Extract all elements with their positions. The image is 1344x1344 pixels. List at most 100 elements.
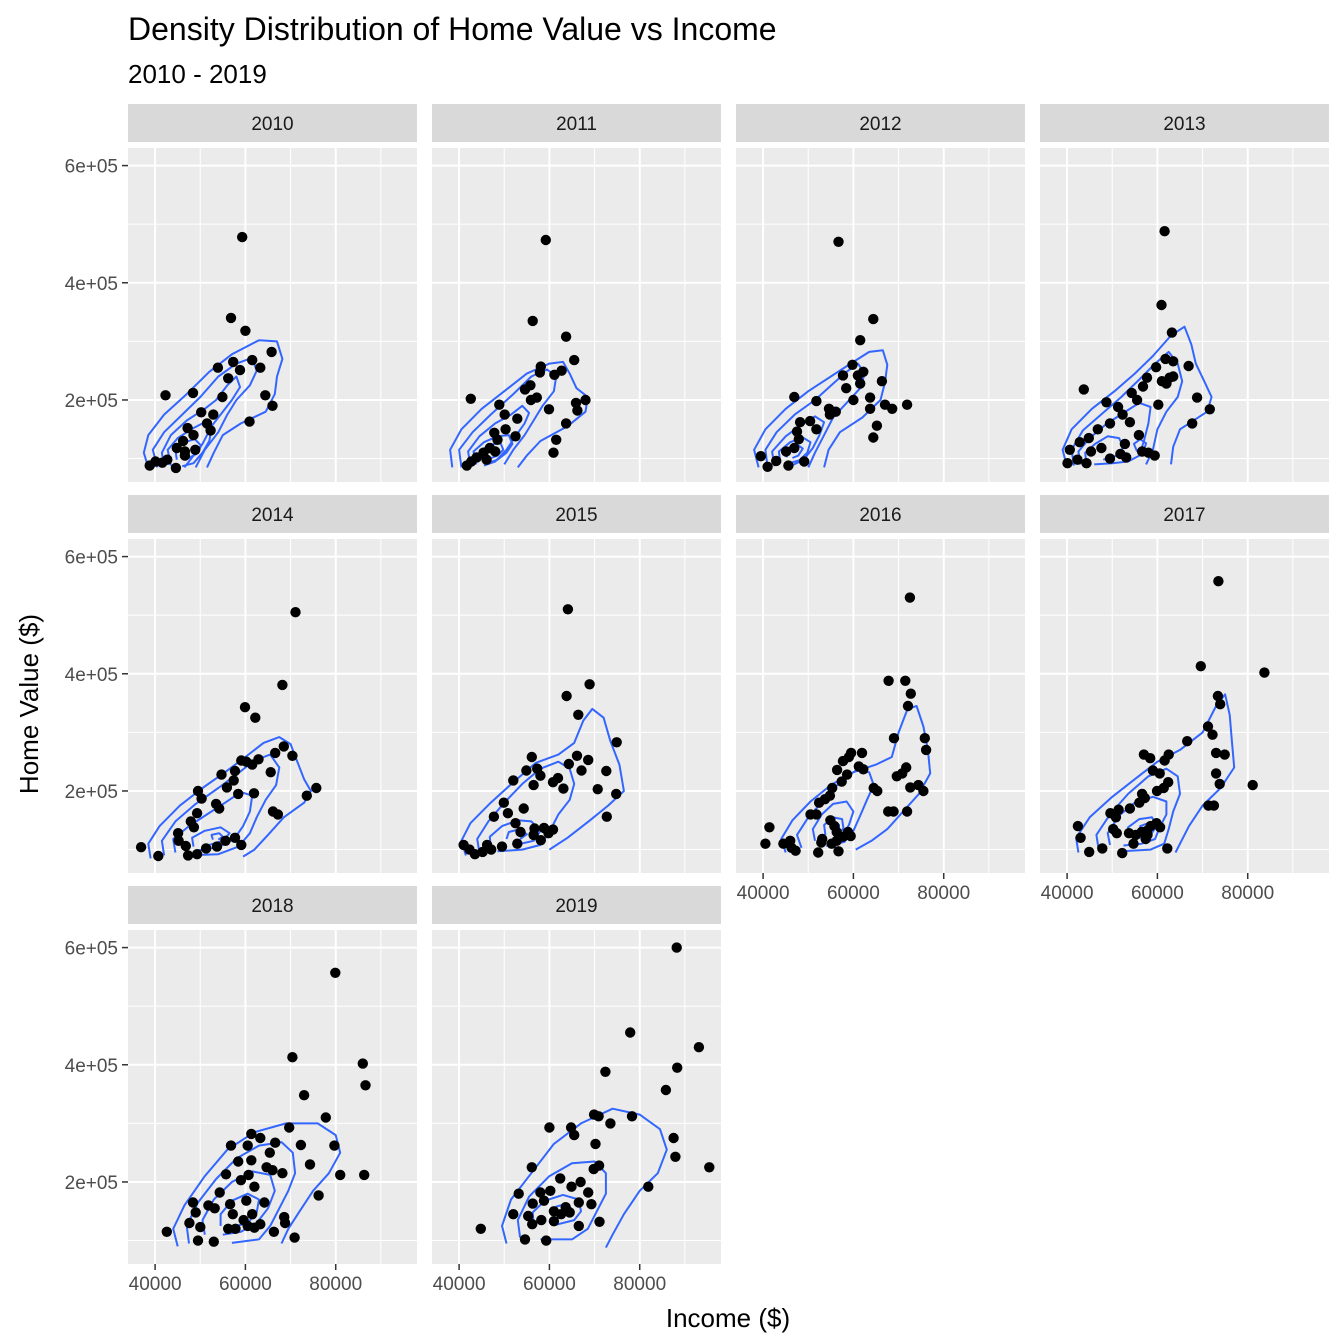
data-point <box>235 1175 247 1186</box>
data-point <box>1126 387 1137 399</box>
density-contour-line <box>210 832 224 841</box>
data-point <box>1112 401 1124 413</box>
data-point <box>527 315 538 327</box>
data-point <box>1215 699 1226 710</box>
data-point <box>891 771 902 782</box>
data-point <box>799 456 810 467</box>
data-point <box>1259 667 1270 678</box>
data-point <box>287 1052 298 1063</box>
data-point <box>845 830 856 842</box>
data-point <box>1117 409 1128 420</box>
data-point <box>864 403 876 414</box>
data-point <box>1128 838 1139 849</box>
data-point <box>214 803 225 814</box>
data-point <box>883 675 894 686</box>
panel-background <box>736 539 1025 873</box>
facet-panel-2015: 2015 <box>432 495 721 873</box>
data-point <box>229 832 241 843</box>
data-point <box>220 835 231 846</box>
data-point <box>580 394 591 406</box>
data-point <box>1124 417 1136 428</box>
data-point <box>227 1209 238 1220</box>
data-point <box>519 1234 531 1245</box>
data-point <box>760 838 771 849</box>
data-point <box>883 806 894 817</box>
data-point <box>1219 749 1230 760</box>
data-point <box>563 758 574 770</box>
data-point <box>267 400 278 411</box>
data-point <box>500 424 511 435</box>
data-point <box>1208 800 1220 811</box>
data-point <box>240 325 251 336</box>
data-point <box>855 378 866 389</box>
data-point <box>188 822 200 833</box>
data-point <box>173 835 184 846</box>
data-point <box>547 824 559 835</box>
data-point <box>250 712 261 723</box>
data-point <box>864 392 876 403</box>
data-point <box>508 775 519 786</box>
data-point <box>188 429 199 441</box>
density-contour-line <box>147 736 312 859</box>
data-point <box>1202 721 1214 732</box>
facet-strip <box>432 104 721 142</box>
x-tick-label: 80000 <box>917 883 970 904</box>
data-point <box>789 391 800 403</box>
data-point <box>819 794 831 805</box>
data-point <box>841 769 853 780</box>
data-point <box>526 751 537 763</box>
x-tick-label: 40000 <box>433 1274 486 1295</box>
data-point <box>548 447 559 458</box>
data-point <box>1092 424 1104 435</box>
data-point <box>320 1112 331 1123</box>
data-point <box>290 607 301 618</box>
data-point <box>277 679 288 691</box>
data-point <box>279 1217 291 1229</box>
data-point <box>177 435 189 447</box>
data-point <box>847 359 858 370</box>
data-point <box>1104 418 1116 429</box>
data-point <box>298 1090 310 1101</box>
data-point <box>905 782 916 793</box>
data-point <box>670 1151 681 1163</box>
data-point <box>223 1223 234 1235</box>
data-point <box>566 1181 577 1192</box>
data-point <box>868 432 879 443</box>
data-point <box>901 399 913 410</box>
data-point <box>513 1188 524 1199</box>
data-point <box>229 765 241 777</box>
chart-subtitle: 2010 - 2019 <box>128 59 267 89</box>
data-point <box>329 1140 340 1151</box>
facet-panel-2016: 2016 40000 60000 80000 <box>736 495 1025 904</box>
facet-strip <box>432 495 721 533</box>
data-point <box>192 1235 204 1246</box>
data-point <box>1210 768 1222 779</box>
data-point <box>190 1207 201 1218</box>
data-point <box>216 769 227 780</box>
data-point <box>660 1084 672 1096</box>
facet-panel-2010: 2010 2e+05 4e+05 6e+05 <box>65 104 417 482</box>
data-point <box>284 1122 295 1133</box>
data-point <box>541 1235 552 1246</box>
data-point <box>461 460 472 471</box>
data-point <box>301 790 312 801</box>
density-contour-line <box>185 1141 297 1244</box>
data-point <box>562 604 574 615</box>
data-point <box>259 1197 270 1208</box>
data-point <box>789 442 800 454</box>
data-point <box>1105 808 1116 819</box>
data-point <box>196 407 207 418</box>
x-tick-label: 80000 <box>309 1274 362 1295</box>
x-tick-label: 60000 <box>219 1274 272 1295</box>
y-tick-label: 6e+05 <box>65 548 118 569</box>
panel-background <box>432 539 721 873</box>
data-point <box>823 403 835 414</box>
data-point <box>833 846 844 857</box>
data-point <box>496 841 508 852</box>
data-point <box>518 803 529 814</box>
data-point <box>855 335 866 346</box>
data-point <box>555 1173 566 1184</box>
data-point <box>230 1223 241 1235</box>
panel-background <box>128 930 417 1264</box>
data-point <box>469 849 481 860</box>
